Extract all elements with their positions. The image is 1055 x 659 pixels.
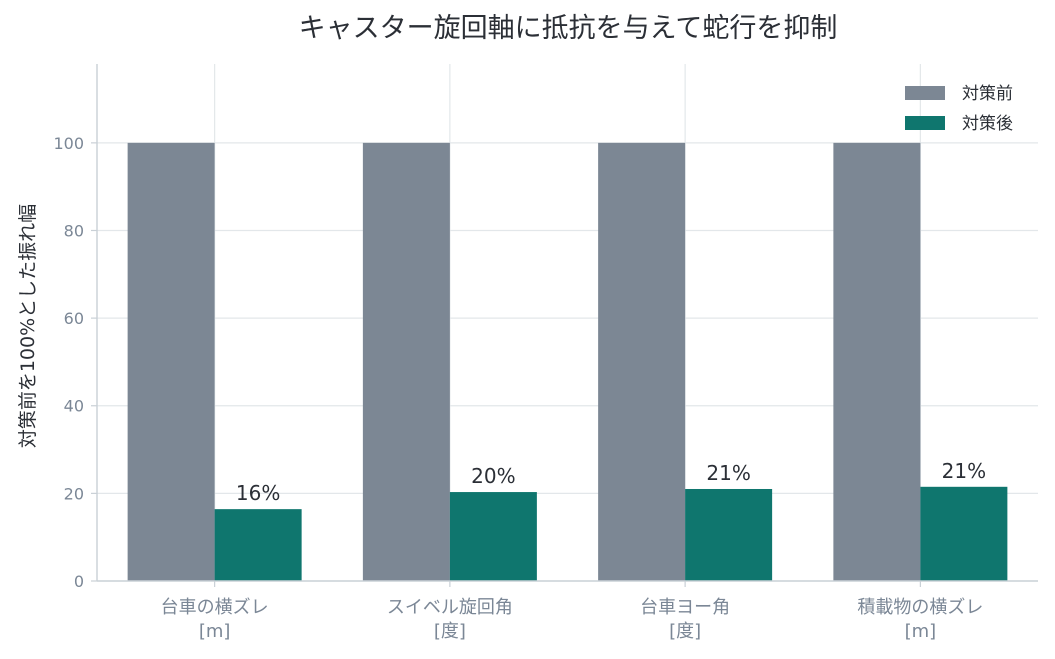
data-label: 16% [236,481,280,505]
bar-after [685,488,773,581]
y-tick-label: 0 [74,572,84,591]
bar-before [833,142,921,581]
bar-after [920,486,1008,581]
bars [127,142,1008,581]
x-tick-label: スイベル旋回角 [387,597,513,618]
y-tick-label: 40 [64,397,84,416]
chart-title: キャスター旋回軸に抵抗を与えて蛇行を抑制 [299,13,838,44]
x-tick-label: 積載物の横ズレ [857,597,983,618]
x-tick-label: 台車ヨー角 [640,597,730,618]
bar-before [127,142,215,581]
y-tick-label: 60 [64,309,84,328]
data-label: 21% [942,459,986,483]
axes [91,64,1038,587]
legend-label: 対策前 [962,84,1013,104]
y-tick-label: 100 [53,134,84,153]
bar-before [362,142,450,581]
bar-before [598,142,686,581]
x-tick-label: [m] [905,621,937,642]
legend-swatch [905,116,945,130]
x-category-labels: 台車の横ズレ [m] スイベル旋回角 [度] 台車ヨー角 [度] 積載物の横ズレ [m] [161,597,984,642]
legend-swatch [905,86,945,100]
bar-after [449,492,537,581]
y-tick-labels: 0 20 40 60 80 100 [53,134,84,591]
y-axis-label: 対策前を100%とした振れ幅 [17,204,39,448]
bar-after [214,509,302,581]
x-tick-label: 台車の横ズレ [161,597,269,618]
y-tick-label: 20 [64,484,84,503]
data-labels: 16% 20% 21% 21% [236,459,986,505]
data-label: 21% [706,461,750,485]
legend-label: 対策後 [962,114,1013,134]
x-tick-label: [m] [199,621,231,642]
x-tick-label: [度] [669,621,701,642]
x-tick-label: [度] [434,621,466,642]
data-label: 20% [471,464,515,488]
y-tick-label: 80 [64,221,84,240]
